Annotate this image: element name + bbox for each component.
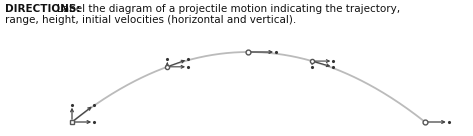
Text: Label the diagram of a projectile motion indicating the trajectory,: Label the diagram of a projectile motion… [57,4,400,14]
Text: DIRECTIONS:: DIRECTIONS: [5,4,80,14]
Text: range, height, initial velocities (horizontal and vertical).: range, height, initial velocities (horiz… [5,15,296,25]
